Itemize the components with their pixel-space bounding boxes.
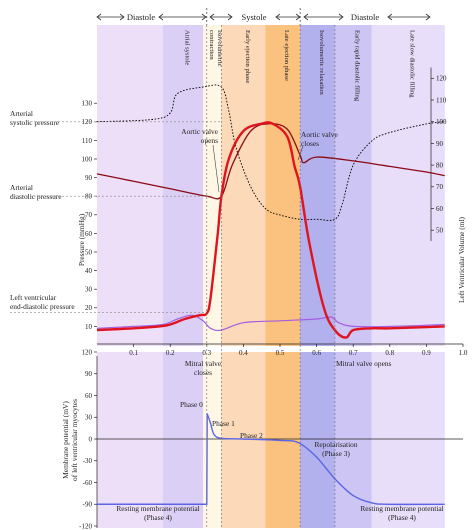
membrane-tick-label: -60 [83, 479, 93, 487]
pressure-tick-label: 110 [82, 137, 93, 145]
volume-tick-label: 110 [436, 96, 447, 104]
pressure-tick-label: 10 [85, 323, 93, 331]
time-tick-label: 1.0 [459, 349, 468, 357]
phase-label-5: Early rapid diastolic filling [354, 30, 361, 102]
membrane-tick-label: 0 [89, 435, 93, 443]
volume-tick-label: 80 [436, 162, 444, 170]
volume-axis-label: Left Ventricular Volume (ml) [457, 216, 466, 303]
pressure-tick-label: 90 [85, 174, 93, 182]
pressure-tick-label: 40 [85, 267, 93, 275]
hdr-dr-b-arrow-r [425, 13, 431, 21]
phase-labels: Atrial systole Isovolumetriccontraction Ea… [184, 30, 416, 102]
time-tick-label: 0.4 [239, 349, 248, 357]
pressure-tick-label: 20 [85, 304, 93, 312]
phase-label-1: Isovolumetriccontraction [208, 30, 223, 67]
atrial-pressure-line [96, 314, 445, 332]
lv-volume-line [96, 84, 445, 221]
phase-band-4 [300, 25, 335, 528]
pressure-tick-label: 30 [85, 286, 93, 294]
pressure-tick-label: 80 [85, 193, 93, 201]
phase-label-4: Isovolumetric relaxation [318, 30, 325, 95]
volume-tick-label: 70 [436, 183, 444, 191]
annotations: Arterial systolic pressure Arterial diastol… [10, 25, 444, 528]
time-tick-label: 0.8 [385, 349, 394, 357]
membrane-tick-label: 120 [82, 348, 93, 356]
hdr-sy-a-arrow-r [227, 13, 233, 21]
time-tick-label: 0.2 [166, 349, 175, 357]
header-diastole-right: Diastole [351, 12, 380, 22]
volume-tick-label: 120 [436, 75, 447, 83]
membrane-tick-label: -120 [79, 522, 92, 530]
arterial-pressure-line [96, 122, 445, 200]
hdr-dr-b-arrow-l [387, 13, 393, 21]
hdr-sy-a-arrow-l [209, 13, 215, 21]
annot-aortic-closes: Aortic valve closes [301, 130, 338, 148]
label-phase2: Phase 2 [240, 431, 263, 440]
label-resting-left: Resting membrane potential (Phase 4) [116, 504, 199, 522]
lv-pressure-line [96, 121, 445, 339]
annot-aortic-opens-ptr [212, 144, 220, 193]
pressure-axis-label: Pressure (mmHg) [77, 213, 86, 266]
label-phase1: Phase 1 [212, 419, 235, 428]
curves [96, 84, 445, 506]
annot-mitral-opens: Mitral valve opens [336, 359, 392, 368]
label-resting-right: Resting membrane potential (Phase 4) [360, 504, 443, 522]
annot-aortic-closes-ptr [297, 145, 304, 161]
time-tick-label: 0.9 [422, 349, 431, 357]
pressure-tick-label: 130 [82, 100, 93, 108]
time-tick-label: 0.5 [276, 349, 285, 357]
membrane-tick-label: -90 [83, 501, 93, 509]
phase-band-6 [371, 25, 445, 528]
membrane-tick-label: 60 [85, 392, 93, 400]
volume-tick-label: 50 [436, 227, 444, 235]
annot-aortic-opens: Aortic valve opens [181, 127, 218, 145]
hdr-dl-a-arrow-l [96, 13, 102, 21]
time-tick-label: 0.6 [312, 349, 321, 357]
label-lv-end-diastolic: Left ventricular end-diastolic pressure [10, 293, 75, 311]
phase-backgrounds [97, 25, 468, 528]
pressure-tick-label: 70 [85, 211, 93, 219]
pressure-tick-label: 60 [85, 230, 93, 238]
time-tick-label: 0.1 [129, 349, 138, 357]
header-systole: Systole [241, 12, 266, 22]
pressure-tick-label: 100 [82, 155, 93, 163]
time-tick-label: 0.7 [349, 349, 358, 357]
phase-band-5 [334, 25, 372, 528]
hdr-dr-a-arrow-l [303, 13, 309, 21]
header-diastole-left: Diastole [127, 12, 156, 22]
action-potential-line [97, 413, 445, 506]
hdr-dl-b-arrow-l [158, 13, 164, 21]
phase-band-2 [221, 25, 266, 528]
label-arterial-diastolic: Arterial diastolic pressure [10, 183, 62, 201]
pressure-tick-label: 120 [82, 118, 93, 126]
phase-band-0 [162, 25, 204, 528]
volume-tick-label: 60 [436, 205, 444, 213]
phase-label-0: Atrial systole [184, 30, 191, 65]
membrane-tick-label: 30 [85, 414, 93, 422]
hdr-dr-a-arrow-r [338, 13, 344, 21]
phase-band-3 [265, 25, 301, 528]
hdr-sy-b-arrow-l [275, 13, 281, 21]
hdr-dl-a-arrow-r [119, 13, 125, 21]
cycle-header: Diastole Systole Diastole [96, 8, 431, 25]
label-phase0: Phase 0 [180, 400, 203, 409]
volume-tick-label: 90 [436, 140, 444, 148]
pressure-tick-label: 50 [85, 248, 93, 256]
panel-separator [97, 346, 468, 352]
phase-label-6: Late slow diastolic filling [409, 30, 416, 98]
hdr-dl-b-arrow-r [201, 13, 207, 21]
label-repolarisation: Repolarisation (Phase 3) [314, 440, 357, 458]
membrane-tick-label: 90 [85, 370, 93, 378]
label-arterial-systolic: Arterial systolic pressure [10, 109, 60, 127]
phase-label-3: Late ejection phase [283, 30, 290, 81]
annot-mitral-closes: Mitral valve closes [185, 359, 222, 377]
membrane-tick-label: -30 [83, 457, 93, 465]
membrane-axis-label: Membrane potential (mV)of left ventricul… [61, 399, 79, 481]
phase-label-2: Early ejection phase [244, 30, 251, 84]
